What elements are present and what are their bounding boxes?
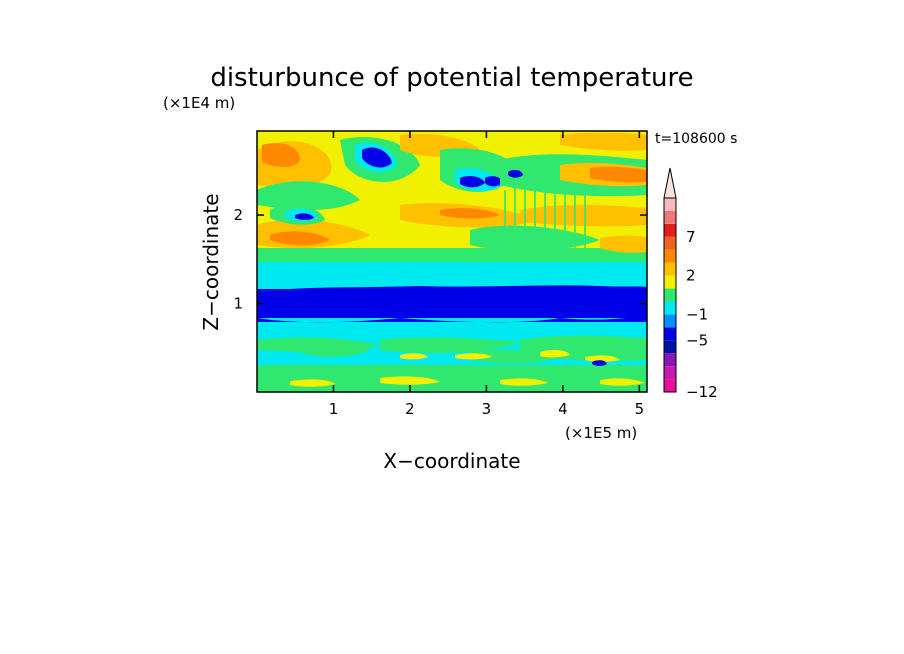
blue-patch	[295, 213, 314, 220]
warm-patch	[590, 166, 647, 183]
warm-patch	[560, 132, 647, 151]
cold-bump	[257, 315, 647, 323]
cold-bump	[257, 285, 647, 294]
chart-title: disturbunce of potential temperature	[210, 63, 693, 93]
blue-patch	[485, 176, 503, 187]
warm-patch	[455, 353, 492, 360]
colorbar: 7 2 −1 −5 −12	[663, 167, 718, 401]
x-tick-label: 3	[482, 400, 492, 418]
y-unit-label: (×1E4 m)	[163, 94, 235, 112]
colorbar-swatch	[664, 198, 676, 211]
colorbar-tick-label: 2	[686, 267, 696, 285]
noise-streaks	[504, 185, 586, 258]
blue-patch	[592, 360, 607, 366]
colorbar-swatch	[664, 262, 676, 276]
colorbar-swatch	[664, 236, 676, 250]
colorbar-swatch	[664, 275, 676, 289]
y-tick-label: 1	[233, 295, 243, 313]
plot-frame	[256, 130, 648, 393]
colorbar-swatch	[664, 379, 676, 392]
colorbar-swatch	[664, 340, 676, 354]
band-surface	[257, 365, 647, 392]
warm-patch	[520, 204, 647, 227]
colorbar-swatch	[664, 366, 676, 380]
colorbar-tick-label: −1	[686, 305, 708, 323]
blue-patch	[460, 175, 485, 188]
green-patch	[470, 350, 560, 364]
warm-patch	[585, 355, 620, 362]
warm-patch	[600, 235, 647, 253]
colorbar-swatch	[664, 288, 676, 302]
warm-patch	[600, 378, 645, 386]
blue-patch	[508, 169, 523, 178]
y-axis: 12	[233, 206, 647, 313]
warm-patch	[270, 231, 330, 246]
colorbar-swatch	[664, 210, 676, 224]
x-axis: 1 2 3 4 5	[329, 131, 644, 418]
x-tick-label: 1	[329, 400, 339, 418]
colorbar-swatch	[664, 314, 676, 328]
colorbar-swatch	[664, 223, 676, 237]
green-patch	[257, 181, 360, 210]
colorbar-swatch	[664, 327, 676, 341]
colorbar-tick-label: −5	[686, 331, 708, 349]
warm-patch	[262, 143, 300, 167]
colorbar-swatch	[664, 353, 676, 367]
x-tick-label: 5	[635, 400, 645, 418]
time-label: t=108600 s	[655, 131, 737, 147]
band-cold	[257, 289, 647, 321]
colorbar-tick-label: 7	[686, 228, 696, 246]
colorbar-extend-arrow	[663, 167, 677, 199]
x-tick-label: 4	[558, 400, 568, 418]
x-tick-label: 2	[405, 400, 415, 418]
y-axis-label: Z−coordinate	[199, 193, 223, 330]
green-patch	[300, 342, 370, 357]
warm-patch	[290, 379, 335, 387]
green-patch	[380, 337, 520, 354]
colorbar-swatch	[664, 301, 676, 315]
warm-patch	[540, 349, 570, 358]
colorbar-swatch	[664, 249, 676, 263]
warm-patch	[380, 376, 440, 385]
contour-field	[257, 131, 647, 392]
y-tick-label: 2	[233, 206, 243, 224]
warm-patch	[440, 208, 500, 219]
colorbar-tick-label: −12	[686, 383, 718, 401]
x-axis-label: X−coordinate	[383, 449, 520, 473]
warm-patch	[500, 378, 548, 386]
x-unit-label: (×1E5 m)	[565, 424, 637, 442]
warm-patch	[400, 353, 428, 360]
blue-patch	[362, 147, 392, 168]
